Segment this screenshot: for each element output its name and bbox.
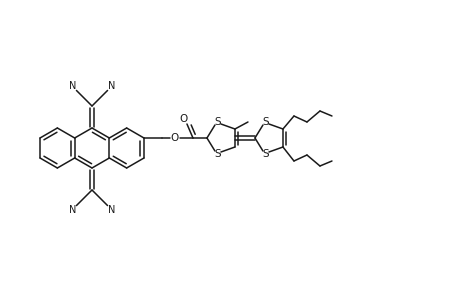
Text: N: N [107,205,115,214]
Text: N: N [107,81,115,92]
Text: S: S [262,149,269,159]
Text: S: S [214,117,221,127]
Text: O: O [170,133,179,143]
Text: N: N [68,205,76,214]
Text: O: O [179,114,188,124]
Text: S: S [214,149,221,159]
Text: S: S [262,117,269,127]
Text: N: N [68,81,76,92]
